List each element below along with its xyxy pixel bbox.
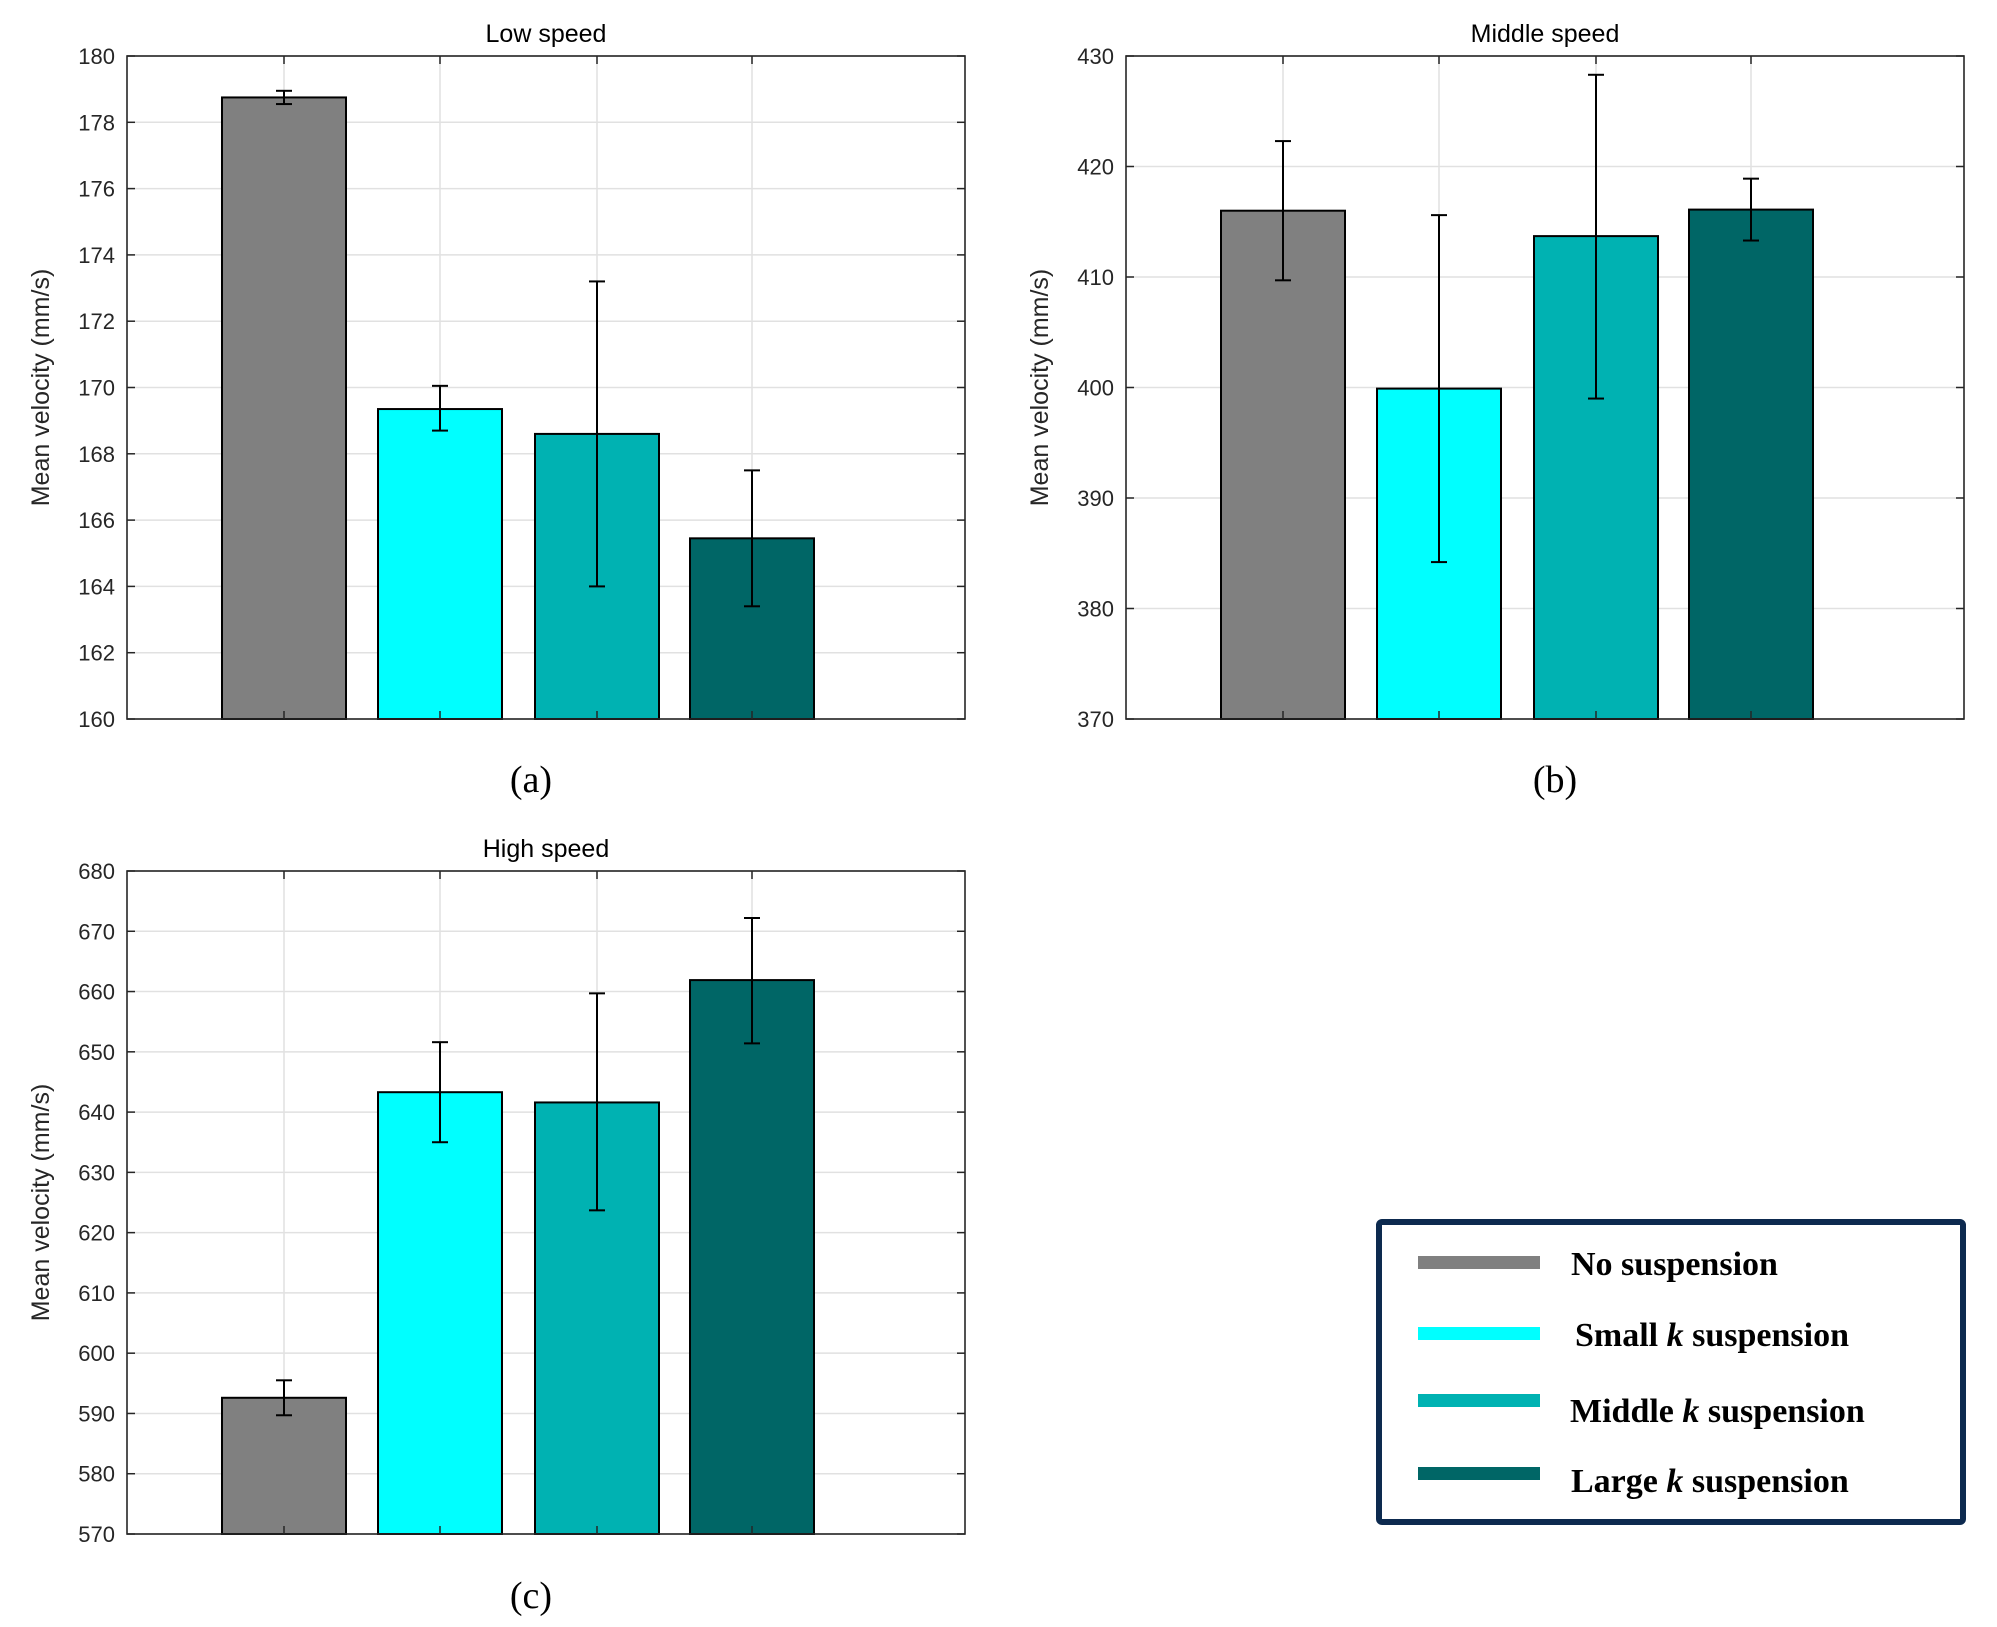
legend-label-small-k: Small k suspension: [1575, 1317, 1849, 1354]
legend-label-middle-k: Middle k suspension: [1570, 1393, 1865, 1430]
legend-label-no-suspension: No suspension: [1571, 1246, 1778, 1283]
bar-large-k-suspension: [689, 979, 815, 1535]
bar-small-k-suspension: [377, 408, 503, 720]
y-axis-label: Mean velocity (mm/s): [27, 269, 55, 507]
legend-swatch-large-k: [1418, 1467, 1540, 1480]
y-tick-label: 620: [78, 1221, 115, 1246]
bar-no-suspension: [221, 1396, 347, 1536]
chart-panel-1: 160 162 164 166 168 170 172 174 176 178 180 Low spe…: [27, 20, 966, 801]
panel-label: (b): [1533, 759, 1577, 801]
y-tick-label: 410: [1077, 265, 1114, 290]
legend: No suspension Small k suspension Middle …: [1376, 1219, 1966, 1525]
y-axis-label: Mean velocity (mm/s): [1026, 269, 1054, 507]
y-tick-label: 650: [78, 1040, 115, 1065]
charts-layer: 160 162 164 166 168 170 172 174 176 178 180 Low spe…: [27, 20, 1965, 1617]
y-tick-label: 580: [78, 1462, 115, 1487]
y-tick-label: 166: [78, 508, 115, 533]
y-tick-label: 610: [78, 1281, 115, 1306]
bar-small-k-suspension: [377, 1091, 503, 1536]
y-tick-label: 660: [78, 980, 115, 1005]
y-tick-label: 420: [1077, 155, 1114, 180]
y-tick-label: 164: [78, 574, 115, 599]
axes-box: [126, 870, 966, 1535]
y-tick-label: 680: [78, 859, 115, 884]
y-tick-label: 670: [78, 919, 115, 944]
y-tick-label: 170: [78, 376, 115, 401]
y-tick-label: 178: [78, 110, 115, 135]
y-tick-label: 570: [78, 1522, 115, 1547]
y-tick-label: 162: [78, 641, 115, 666]
chart-panel-2: 370 380 390 400 410 420 430 Middle speed Mean ve…: [1026, 20, 1965, 801]
y-tick-label: 630: [78, 1160, 115, 1185]
legend-label-large-k: Large k suspension: [1571, 1463, 1849, 1500]
chart-title: Low speed: [486, 20, 607, 48]
y-tick-label: 180: [78, 44, 115, 69]
y-tick-label: 590: [78, 1401, 115, 1426]
y-tick-label: 176: [78, 177, 115, 202]
y-tick-label: 390: [1077, 486, 1114, 511]
y-tick-label: 430: [1077, 44, 1114, 69]
y-tick-label: 370: [1077, 707, 1114, 732]
bar-large-k-suspension: [1688, 208, 1814, 720]
y-tick-label: 172: [78, 309, 115, 334]
panel-label: (a): [510, 759, 552, 801]
y-tick-label: 600: [78, 1341, 115, 1366]
bar-no-suspension: [1220, 209, 1346, 720]
legend-swatch-small-k: [1418, 1327, 1540, 1340]
y-axis-label: Mean velocity (mm/s): [27, 1084, 55, 1322]
chart-title: Middle speed: [1471, 20, 1620, 48]
chart-panel-3: 570 580 590 600 610 620 630 640 650 660 670 680 High…: [27, 835, 966, 1617]
legend-swatch-middle-k: [1418, 1394, 1540, 1407]
chart-title: High speed: [483, 835, 609, 863]
y-tick-label: 380: [1077, 597, 1114, 622]
y-tick-label: 640: [78, 1100, 115, 1125]
y-tick-label: 160: [78, 707, 115, 732]
y-tick-label: 174: [78, 243, 115, 268]
legend-box: [1376, 1219, 1966, 1525]
y-tick-label: 400: [1077, 376, 1114, 401]
bar-no-suspension: [221, 96, 347, 720]
legend-swatch-no-suspension: [1418, 1256, 1540, 1269]
y-tick-label: 168: [78, 442, 115, 467]
panel-label: (c): [510, 1575, 552, 1617]
